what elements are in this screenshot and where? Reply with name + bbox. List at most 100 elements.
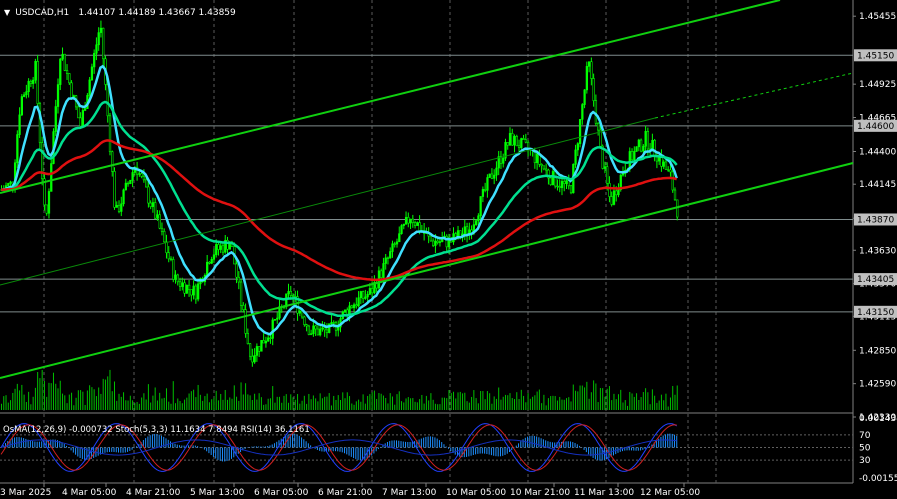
candle-body: [633, 151, 636, 161]
x-tick-label: 11 Mar 13:00: [574, 488, 634, 498]
candle-body: [615, 190, 618, 196]
candle-body: [138, 173, 141, 175]
candle-body: [432, 240, 435, 246]
candle-body: [178, 281, 182, 287]
candle-body: [181, 282, 184, 287]
candle-body: [242, 304, 245, 310]
osc-tick-label: 0.001434: [859, 414, 897, 424]
candle-body: [662, 161, 665, 167]
candle-body: [298, 310, 301, 314]
candle-body: [102, 27, 105, 60]
candle-body: [41, 142, 44, 180]
ohlc-label: 1.44107 1.44189 1.43667 1.43859: [78, 8, 236, 18]
candle-body: [120, 203, 123, 212]
candle-body: [621, 173, 625, 176]
candle-body: [276, 317, 279, 320]
candle-body: [642, 145, 645, 152]
candle-body: [151, 202, 155, 207]
candle-body: [174, 274, 177, 280]
candle-body: [328, 323, 331, 333]
level-label-3: 1.43405: [857, 275, 894, 285]
indicator-header: OsMA(12,26,9) -0.000732 Stoch(5,3,3) 11.…: [3, 417, 310, 436]
level-badge-0: [854, 49, 897, 62]
candle-body: [366, 293, 369, 298]
candle-body: [373, 282, 376, 294]
candle-body: [416, 222, 419, 226]
candle-body: [486, 177, 489, 191]
candle-body: [549, 177, 552, 185]
candle-body: [597, 123, 600, 131]
candle-body: [669, 169, 672, 173]
candle-body: [111, 151, 114, 172]
candle-body: [303, 316, 306, 325]
candle-body: [221, 245, 225, 253]
candle-body: [22, 94, 26, 97]
candle-body: [545, 168, 548, 171]
candle-body: [429, 235, 433, 242]
candle-body: [391, 243, 394, 252]
candle-body: [228, 243, 231, 250]
candle-body: [99, 27, 103, 33]
candle-body: [113, 171, 116, 208]
candle-body: [163, 231, 166, 243]
candle-body: [226, 240, 229, 250]
candle-body: [590, 61, 593, 79]
ema-slow-line: [1, 139, 678, 282]
candle-body: [79, 117, 82, 127]
candle-body: [165, 241, 168, 254]
candle-body: [389, 251, 392, 259]
candle-body: [325, 329, 329, 333]
candle-body: [667, 169, 670, 171]
candle-body: [20, 96, 23, 116]
candle-body: [172, 259, 175, 280]
channel-lower-line[interactable]: [0, 162, 854, 379]
candle-body: [524, 139, 527, 143]
channel-mid-extension: [654, 72, 854, 119]
candle-body: [671, 171, 674, 191]
candle-body: [434, 240, 437, 246]
candle-body: [68, 73, 71, 84]
candle-body: [106, 84, 109, 117]
channel-upper-line[interactable]: [0, 0, 781, 194]
y-tick-label: 1.43630: [859, 246, 896, 256]
candle-body: [542, 165, 546, 170]
candle-body: [215, 244, 218, 256]
candle-body: [142, 176, 146, 181]
candle-body: [407, 216, 410, 224]
candle-body: [578, 119, 582, 144]
candle-body: [554, 171, 557, 187]
candle-body: [653, 139, 656, 156]
candle-body: [50, 163, 53, 192]
candle-body: [323, 327, 326, 331]
y-tick-label: 1.44925: [859, 80, 896, 90]
candle-body: [169, 258, 173, 260]
candle-body: [587, 61, 591, 67]
candle-body: [522, 138, 525, 140]
candle-body: [418, 222, 421, 232]
level-badge-2: [854, 213, 897, 226]
candle-body: [563, 181, 566, 184]
candle-body: [131, 172, 134, 181]
candle-body: [511, 133, 514, 146]
candle-body: [502, 157, 505, 164]
candle-body: [126, 182, 130, 185]
candle-body: [350, 305, 353, 309]
candle-body: [576, 143, 579, 151]
candle-body: [368, 288, 372, 295]
candle-body: [445, 235, 448, 248]
candle-body: [441, 238, 444, 242]
candle-body: [36, 61, 39, 105]
candle-body: [47, 191, 51, 214]
candle-body: [312, 325, 315, 335]
candle-body: [217, 244, 220, 250]
candle-body: [463, 226, 466, 235]
x-tick-label: 10 Mar 21:00: [510, 488, 570, 498]
x-tick-label: 4 Mar 21:00: [126, 488, 181, 498]
candle-body: [343, 309, 347, 313]
channel-mid-line[interactable]: [0, 117, 656, 286]
candle-body: [314, 325, 317, 330]
candle-body: [477, 215, 480, 221]
candle-body: [540, 164, 543, 167]
candle-body: [197, 283, 200, 300]
